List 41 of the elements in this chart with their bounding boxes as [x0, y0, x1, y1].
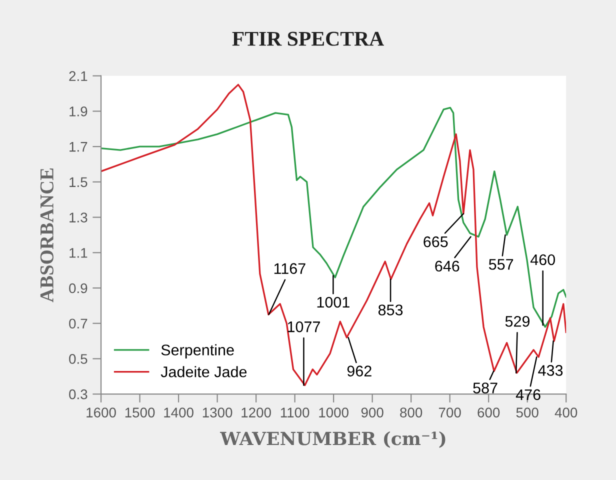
y-axis-title: ABSORBANCE — [40, 168, 54, 302]
x-tick-label: 1300 — [202, 408, 232, 418]
x-tick-label: 1600 — [86, 408, 116, 418]
x-tick-label: 700 — [438, 408, 461, 418]
y-tick-label: 1.9 — [70, 106, 88, 116]
annotation: 962 — [347, 366, 372, 377]
annotation: 460 — [530, 254, 555, 266]
y-tick-label: 1.1 — [70, 248, 88, 258]
annotation: 1001 — [317, 296, 350, 308]
x-tick-label: 800 — [400, 408, 422, 418]
x-tick-label: 1200 — [242, 408, 271, 418]
legend-label: Jadeite Jade — [160, 366, 247, 378]
annotation: 646 — [435, 260, 460, 272]
annotation: 853 — [378, 304, 403, 316]
x-tick-label: 600 — [478, 408, 500, 418]
y-tick-label: 1.3 — [70, 212, 88, 222]
annotation: 476 — [516, 389, 540, 400]
x-tick-label: 1100 — [280, 408, 310, 418]
annotation: 433 — [538, 365, 563, 376]
legend-label: Serpentine — [161, 344, 234, 358]
x-tick-label: 1500 — [125, 408, 155, 418]
annotation: 587 — [473, 382, 498, 394]
x-tick-label: 400 — [554, 408, 578, 418]
y-tick-label: 0.9 — [69, 283, 88, 294]
annotation: 1077 — [288, 321, 320, 332]
x-tick-label: 500 — [516, 408, 538, 418]
x-tick-label: 900 — [361, 408, 384, 418]
x-tick-label: 1400 — [164, 408, 194, 418]
y-tick-label: 0.3 — [69, 389, 88, 400]
annotation: 529 — [505, 316, 530, 327]
y-tick-label: 0.5 — [69, 354, 88, 364]
chart-title: FTIR SPECTRA — [232, 32, 384, 46]
annotation: 1167 — [274, 263, 306, 274]
x-tick-label: 1000 — [319, 408, 348, 418]
y-tick-label: 0.7 — [69, 318, 88, 329]
y-tick-label: 2.1 — [69, 71, 88, 81]
annotation: 665 — [424, 236, 448, 248]
annotation: 557 — [488, 259, 514, 270]
y-tick-label: 1.5 — [70, 177, 88, 188]
y-tick-label: 1.7 — [70, 142, 88, 152]
x-axis-title: WAVENUMBER (cm⁻¹) — [220, 431, 446, 448]
